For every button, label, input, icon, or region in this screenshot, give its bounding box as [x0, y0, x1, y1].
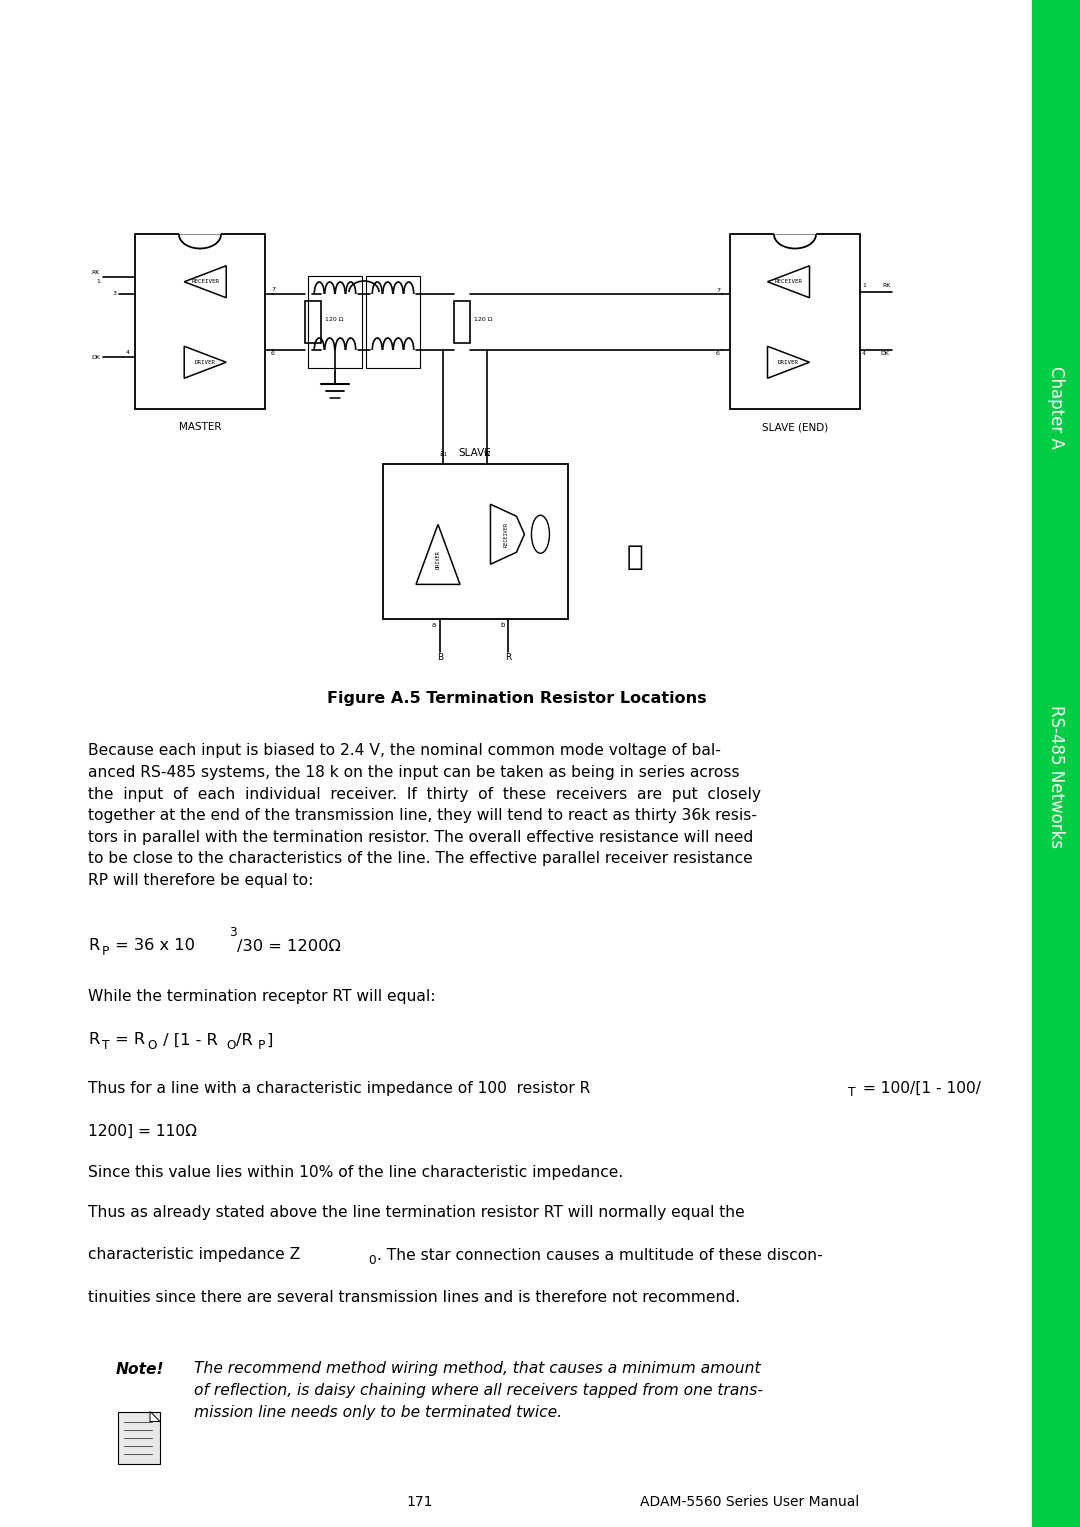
Text: O: O [148, 1038, 157, 1052]
Text: SLAVE (END): SLAVE (END) [761, 423, 828, 432]
Text: 1: 1 [862, 282, 866, 289]
Text: 3: 3 [229, 927, 238, 939]
Bar [1032, 0, 1080, 1527]
Text: Thus as already stated above the line termination resistor RT will normally equa: Thus as already stated above the line te… [87, 1205, 745, 1220]
Text: = 100/[1 - 100/: = 100/[1 - 100/ [858, 1081, 981, 1095]
Text: 7: 7 [271, 287, 275, 292]
Text: ]: ] [266, 1032, 272, 1048]
Text: RECEIVER: RECEIVER [774, 279, 802, 284]
Text: R: R [87, 939, 99, 953]
Bar [305, 301, 321, 344]
Text: Since this value lies within 10% of the line characteristic impedance.: Since this value lies within 10% of the … [87, 1165, 623, 1180]
Text: RECEIVER: RECEIVER [504, 522, 509, 547]
Text: 120 Ω: 120 Ω [474, 318, 492, 322]
Bar [454, 301, 470, 344]
Text: DK: DK [91, 354, 100, 360]
Text: The recommend method wiring method, that causes a minimum amount
of reflection, : The recommend method wiring method, that… [194, 1362, 762, 1420]
Text: /R: /R [237, 1032, 253, 1048]
Bar [118, 1411, 160, 1463]
Text: P: P [257, 1038, 265, 1052]
Text: DK: DK [880, 351, 889, 356]
Bar [308, 276, 362, 368]
Text: Chapter A: Chapter A [1047, 365, 1065, 449]
Text: B: B [436, 654, 443, 663]
Text: RK: RK [882, 282, 890, 289]
Text: /30 = 1200Ω: /30 = 1200Ω [237, 939, 340, 953]
Text: Because each input is biased to 2.4 V, the nominal common mode voltage of bal-
a: Because each input is biased to 2.4 V, t… [87, 744, 761, 889]
Text: 6: 6 [716, 351, 720, 356]
Text: T: T [848, 1087, 855, 1099]
Text: / [1 - R: / [1 - R [158, 1032, 217, 1048]
Text: 6: 6 [271, 351, 275, 356]
Text: . The star connection causes a multitude of these discon-: . The star connection causes a multitude… [377, 1248, 823, 1263]
Text: R: R [87, 1032, 99, 1048]
Polygon shape [150, 1411, 160, 1422]
Text: characteristic impedance Z: characteristic impedance Z [87, 1248, 300, 1263]
Text: R: R [505, 654, 512, 663]
Text: DRIVER: DRIVER [778, 360, 799, 365]
Text: a₁: a₁ [440, 449, 447, 458]
Text: DRIVER: DRIVER [194, 360, 216, 365]
Text: 120 Ω: 120 Ω [325, 318, 343, 322]
Text: 171: 171 [407, 1495, 433, 1509]
Text: tinuities since there are several transmission lines and is therefore not recomm: tinuities since there are several transm… [87, 1289, 740, 1304]
Text: RS-485 Networks: RS-485 Networks [1047, 705, 1065, 849]
Text: ADAM-5560 Series User Manual: ADAM-5560 Series User Manual [640, 1495, 860, 1509]
Text: RECEIVER: RECEIVER [191, 279, 219, 284]
Text: SLAVE: SLAVE [459, 449, 491, 458]
Text: 0: 0 [368, 1254, 376, 1267]
Text: MASTER: MASTER [179, 423, 221, 432]
Text: 7: 7 [716, 289, 720, 293]
Wedge shape [774, 214, 816, 235]
Bar [135, 235, 265, 409]
Text: DRIVER: DRIVER [435, 550, 441, 568]
Text: a: a [432, 623, 436, 629]
Text: b: b [500, 623, 504, 629]
Text: Thus for a line with a characteristic impedance of 100  resistor R: Thus for a line with a characteristic im… [87, 1081, 591, 1095]
Wedge shape [179, 214, 221, 235]
Text: Note!: Note! [116, 1362, 164, 1376]
Text: RK: RK [92, 270, 100, 275]
Text: 3: 3 [113, 292, 117, 296]
Bar [366, 276, 420, 368]
Text: w: w [484, 449, 490, 458]
Text: P: P [102, 945, 109, 957]
Text: 4: 4 [126, 350, 130, 356]
Text: 1200] = 110Ω: 1200] = 110Ω [87, 1124, 197, 1139]
Text: 1: 1 [96, 279, 100, 284]
Bar [730, 235, 860, 409]
Text: While the termination receptor RT will equal:: While the termination receptor RT will e… [87, 988, 435, 1003]
Text: = 36 x 10: = 36 x 10 [110, 939, 195, 953]
Bar [382, 464, 567, 620]
Text: 4: 4 [862, 351, 866, 356]
Text: Figure A.5 Termination Resistor Locations: Figure A.5 Termination Resistor Location… [326, 692, 706, 707]
Text: T: T [102, 1038, 109, 1052]
Text: O: O [227, 1038, 235, 1052]
Text: ✓: ✓ [626, 544, 644, 571]
Text: = R: = R [109, 1032, 145, 1048]
